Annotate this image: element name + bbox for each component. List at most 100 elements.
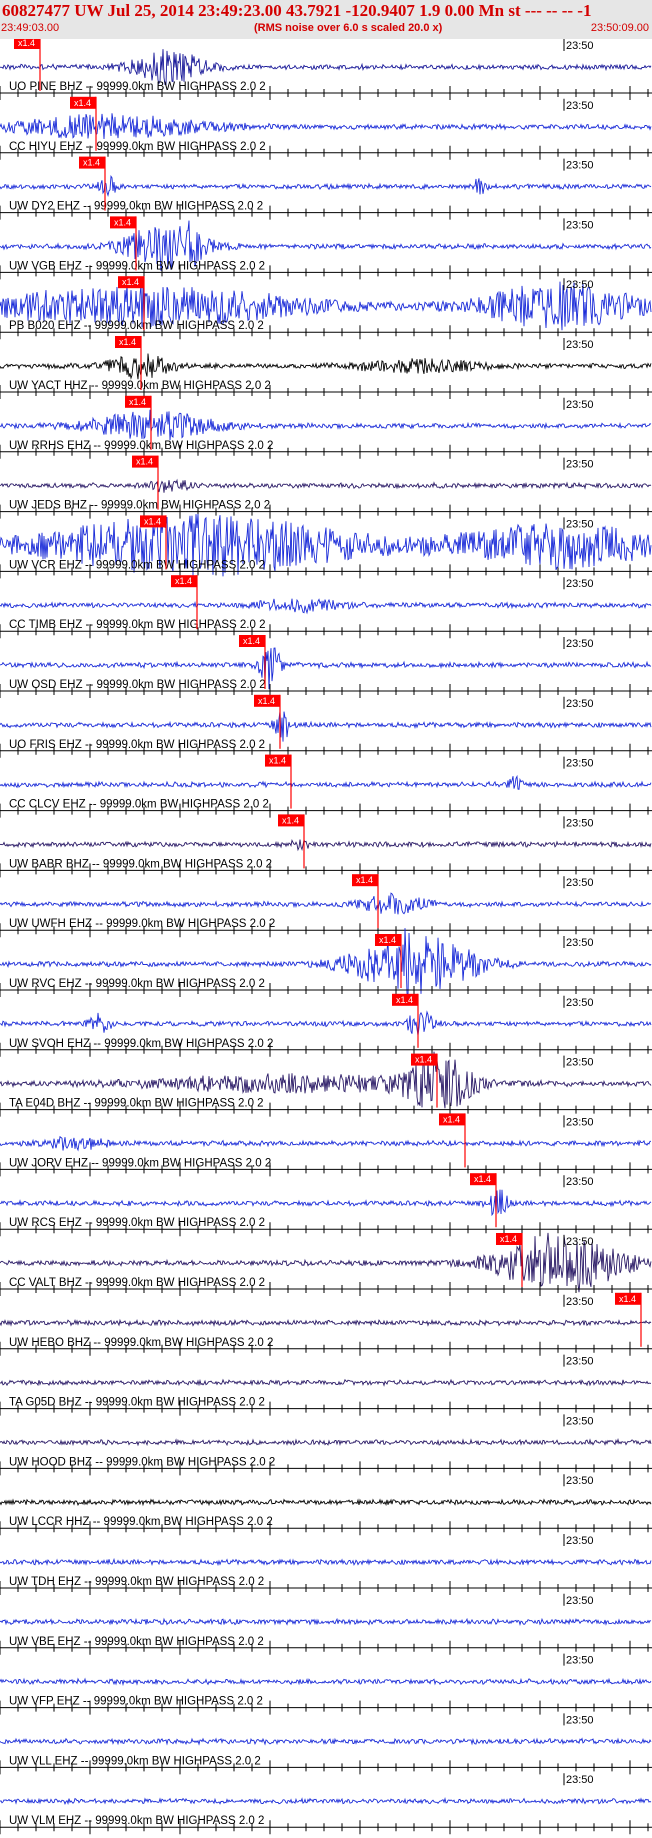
- trace-row: 23:50 UW JORV EHZ -- 99999.0km BW HIGHPAS…: [0, 1113, 652, 1177]
- minute-tick-label: 23:50: [566, 1116, 594, 1128]
- trace-row: 23:50 UW LCCR HHZ -- 99999.0km BW HIGHPAS…: [0, 1474, 652, 1536]
- pick-label: x1.4: [114, 217, 131, 227]
- waveform-trace: [0, 928, 652, 997]
- channel-label: UO FRIS EHZ -- 99999.0km BW HIGHPASS 2.0…: [9, 739, 265, 751]
- waveform-trace: [0, 1677, 652, 1687]
- pick-marker: [171, 575, 197, 588]
- waveform-trace: [0, 892, 652, 915]
- channel-label: UW RVC EHZ -- 99999.0km BW HIGHPASS 2.0 …: [9, 978, 265, 990]
- waveform-trace: [0, 220, 652, 271]
- pick-label: x1.4: [356, 875, 373, 885]
- pick-marker: [115, 336, 141, 348]
- pick-label: x1.4: [144, 516, 161, 526]
- minute-tick-label: 23:50: [566, 1236, 594, 1248]
- channel-label: UW VLL EHZ -- 99999.0km BW HIGHPASS 2.0 …: [9, 1755, 261, 1767]
- pick-marker: [375, 934, 401, 946]
- pick-label: x1.4: [282, 815, 299, 825]
- start-time: 23:49:03.00: [1, 22, 60, 34]
- pick-marker: [239, 635, 265, 647]
- pick-label: x1.4: [379, 935, 396, 945]
- channel-label: CC HIYU EHZ -- 99999.0km BW HIGHPASS 2.0…: [9, 141, 266, 153]
- pick-marker: [132, 455, 158, 468]
- minute-tick-label: 23:50: [566, 1595, 594, 1607]
- waveform-trace: [0, 513, 652, 577]
- trace-row: 23:50 UW VLM EHZ -- 99999.0km BW HIGHPASS…: [0, 1773, 652, 1835]
- channel-label: UW VFP EHZ -- 99999.0km BW HIGHPASS 2.0 …: [9, 1696, 263, 1708]
- minute-tick-label: 23:50: [566, 219, 594, 231]
- channel-label: UW OSD EHZ -- 99999.0km BW HIGHPASS 2.0 …: [9, 679, 266, 691]
- trace-row: 23:50 UW HOOD BHZ -- 99999.0km BW HIGHPAS…: [0, 1414, 652, 1476]
- waveform-trace: [0, 1557, 652, 1567]
- pick-marker: [118, 276, 144, 289]
- minute-tick-label: 23:50: [566, 100, 594, 112]
- waveform-trace: [0, 838, 652, 852]
- minute-tick-label: 23:50: [566, 1415, 594, 1427]
- channel-label: UW LCCR HHZ -- 99999.0km BW HIGHPASS 2.0…: [9, 1516, 273, 1528]
- minute-tick-label: 23:50: [566, 758, 594, 770]
- trace-row: 23:50 CC HIYU EHZ -- 99999.0km BW HIGHPAS…: [0, 96, 652, 160]
- trace-row: 23:50 UW VFP EHZ -- 99999.0km BW HIGHPASS…: [0, 1653, 652, 1715]
- pick-label: x1.4: [74, 98, 91, 108]
- pick-label: x1.4: [119, 337, 136, 347]
- pick-marker: [125, 395, 151, 408]
- pick-marker: [411, 1053, 437, 1066]
- trace-row: 23:50 UO FRIS EHZ -- 99999.0km BW HIGHPAS…: [0, 694, 652, 758]
- trace-row: 23:50 UW HEBO BHZ -- 99999.0km BW HIGHPAS…: [0, 1292, 652, 1356]
- minute-tick-label: 23:50: [566, 518, 594, 530]
- channel-label: CC CLCV EHZ -- 99999.0km BW HIGHPASS 2.0…: [9, 799, 269, 811]
- minute-tick-label: 23:50: [566, 1655, 594, 1667]
- channel-label: UW RCS EHZ -- 99999.0km BW HIGHPASS 2.0 …: [9, 1217, 265, 1229]
- pick-marker: [254, 694, 280, 707]
- channel-label: UW YACT HHZ -- 99999.0km BW HIGHPASS 2.0…: [9, 380, 271, 392]
- trace-row: 23:50 UW BABR BHZ -- 99999.0km BW HIGHPAS…: [0, 814, 652, 878]
- minute-tick-label: 23:50: [566, 40, 594, 52]
- plot-header: 60827477 UW Jul 25, 2014 23:49:23.00 43.…: [0, 0, 652, 39]
- minute-tick-label: 23:50: [566, 339, 594, 351]
- minute-tick-label: 23:50: [566, 1296, 594, 1308]
- trace-row: 23:50 UW RCS EHZ -- 99999.0km BW HIGHPASS…: [0, 1173, 652, 1237]
- channel-label: UW BABR BHZ -- 99999.0km BW HIGHPASS 2.0…: [9, 858, 272, 870]
- pick-label: x1.4: [83, 158, 100, 168]
- minute-tick-label: 23:50: [566, 160, 594, 172]
- waveform-trace: [0, 1010, 652, 1036]
- waveform-trace: [0, 1378, 651, 1387]
- channel-label: UW VBE EHZ -- 99999.0km BW HIGHPASS 2.0 …: [9, 1636, 264, 1648]
- trace-row: 23:50 CC CLCV EHZ -- 99999.0km BW HIGHPAS…: [0, 754, 652, 818]
- trace-row: 23:50 UW UWFH EHZ -- 99999.0km BW HIGHPAS…: [0, 874, 652, 938]
- waveform-trace: [0, 1796, 652, 1806]
- pick-marker: [140, 515, 166, 528]
- waveform-trace: [0, 598, 652, 615]
- channel-label: PB B020 EHZ -- 99999.0km BW HIGHPASS 2.0…: [9, 320, 264, 332]
- trace-row: 23:50 UW VCR EHZ -- 99999.0km BW HIGHPASS…: [0, 513, 652, 579]
- waveform-trace: [0, 49, 652, 85]
- waveform-trace: [0, 1498, 652, 1507]
- waveform-trace: [0, 1051, 652, 1109]
- pick-marker: [110, 216, 136, 229]
- channel-label: UW JORV EHZ -- 99999.0km BW HIGHPASS 2.0…: [9, 1157, 271, 1169]
- pick-label: x1.4: [129, 397, 146, 407]
- waveform-trace: [0, 174, 652, 197]
- trace-row: 23:50 TA E04D BHZ -- 99999.0km BW HIGHPAS…: [0, 1051, 652, 1117]
- minute-tick-label: 23:50: [566, 1475, 594, 1487]
- seismogram-panel: 23:50 UO PINE BHZ -- 99999.0km BW HIGHPAS…: [0, 39, 652, 1835]
- event-title: 60827477 UW Jul 25, 2014 23:49:23.00 43.…: [2, 1, 592, 20]
- pick-marker: [352, 874, 378, 887]
- pick-label: x1.4: [258, 696, 275, 706]
- waveform-trace: [0, 478, 652, 493]
- minute-tick-label: 23:50: [566, 1057, 594, 1069]
- channel-label: TA E04D BHZ -- 99999.0km BW HIGHPASS 2.0…: [9, 1098, 264, 1110]
- minute-tick-label: 23:50: [566, 877, 594, 889]
- channel-label: UW VCR EHZ -- 99999.0km BW HIGHPASS 2.0 …: [9, 559, 265, 571]
- minute-tick-label: 23:50: [566, 279, 594, 291]
- minute-tick-label: 23:50: [566, 698, 594, 710]
- pick-marker: [278, 814, 304, 827]
- trace-row: 23:50 UW RRHS EHZ -- 99999.0km BW HIGHPAS…: [0, 395, 652, 459]
- trace-row: 23:50 UW JEDS BHZ -- 99999.0km BW HIGHPAS…: [0, 455, 652, 519]
- waveform-trace: [0, 1617, 652, 1626]
- pick-label: x1.4: [175, 576, 192, 586]
- waveform-trace: [0, 1135, 651, 1152]
- trace-row: 23:50 CC VALT BHZ -- 99999.0km BW HIGHPAS…: [0, 1232, 652, 1296]
- minute-tick-label: 23:50: [566, 399, 594, 411]
- minute-tick-label: 23:50: [566, 997, 594, 1009]
- channel-label: UW VLM EHZ -- 99999.0km BW HIGHPASS 2.0 …: [9, 1815, 264, 1827]
